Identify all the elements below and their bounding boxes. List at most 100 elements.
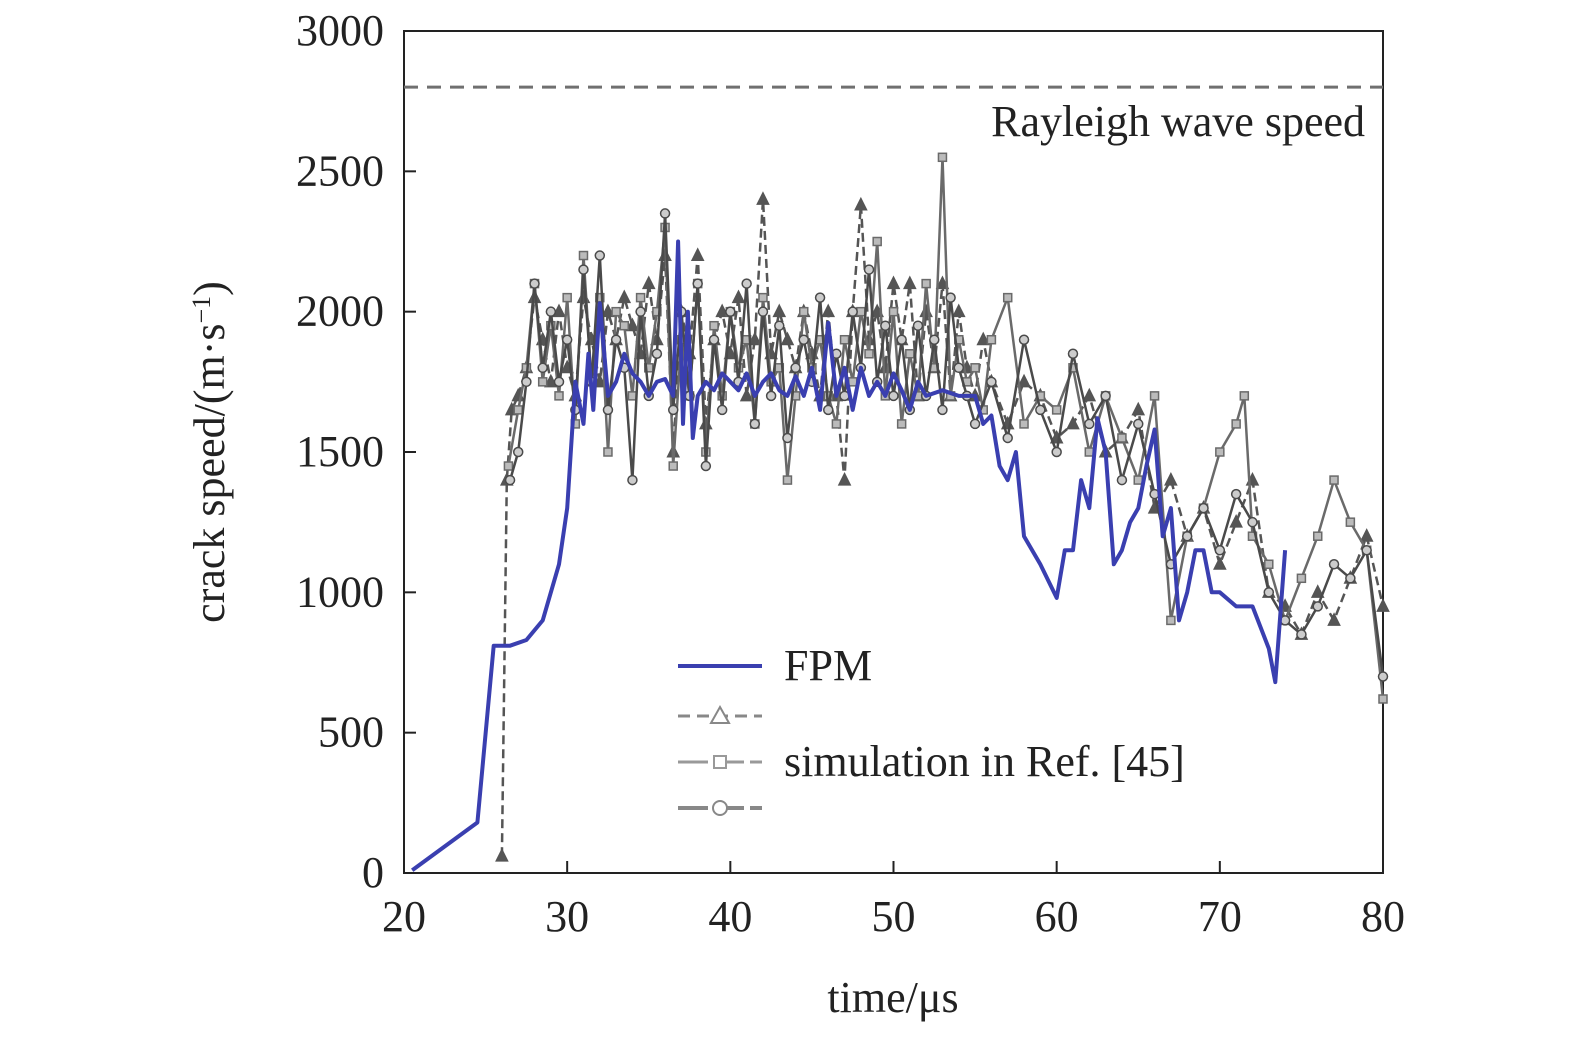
y-axis-label-close: ) — [185, 281, 234, 296]
data-point-triangle — [1310, 584, 1325, 598]
data-point-circle — [822, 404, 834, 416]
x-tick-label: 70 — [1198, 892, 1242, 941]
data-point-circle — [1067, 348, 1079, 360]
data-point-square — [799, 306, 809, 317]
x-axis-label: time/μs — [827, 973, 958, 1022]
data-point-triangle — [552, 303, 566, 318]
data-point-circle — [725, 306, 736, 317]
data-point-triangle — [1017, 373, 1031, 388]
data-point-triangle — [731, 289, 746, 304]
x-tick-label: 80 — [1361, 892, 1405, 941]
data-point-square — [1215, 447, 1225, 457]
data-point-square — [709, 320, 719, 331]
data-point-circle — [594, 250, 606, 261]
data-point-triangle — [1066, 415, 1080, 430]
data-point-circle — [1198, 502, 1209, 514]
data-point-triangle — [886, 275, 901, 290]
data-point-square — [513, 405, 523, 415]
data-point-circle — [578, 264, 589, 275]
data-point-circle — [1230, 488, 1242, 500]
data-point-circle — [986, 376, 997, 388]
data-point-square — [1329, 475, 1339, 485]
data-point-circle — [512, 446, 524, 458]
data-point-square — [1345, 517, 1356, 527]
data-point-circle — [790, 362, 801, 374]
data-point-circle — [553, 376, 565, 388]
data-point-triangle — [544, 373, 558, 388]
data-point-circle — [708, 334, 720, 345]
data-point-square — [896, 419, 907, 429]
data-point-circle — [1018, 334, 1030, 345]
data-point-square — [986, 334, 997, 345]
x-tick-label: 60 — [1035, 892, 1079, 941]
y-axis-label: crack speed/(m·s−1) — [185, 281, 234, 623]
y-tick-label: 1500 — [296, 427, 384, 476]
data-point-triangle — [1359, 528, 1374, 542]
data-point-circle — [1181, 530, 1193, 542]
data-point-square — [1296, 573, 1307, 584]
data-point-square — [1051, 405, 1062, 415]
data-point-circle — [782, 432, 793, 444]
data-point-circle — [1247, 516, 1258, 528]
data-point-triangle — [780, 331, 795, 346]
data-point-circle — [896, 334, 907, 345]
data-point-square — [537, 377, 548, 387]
data-point-triangle — [495, 848, 509, 862]
data-point-square — [847, 377, 858, 387]
data-point-square — [1378, 694, 1388, 704]
data-point-square — [1166, 615, 1176, 626]
x-tick-label: 40 — [708, 892, 752, 941]
data-point-square — [1019, 419, 1029, 429]
data-point-square — [1149, 391, 1160, 401]
data-point-triangle — [625, 317, 640, 332]
data-point-triangle — [641, 275, 656, 290]
series-line-0 — [411, 239, 1288, 872]
data-point-triangle — [739, 387, 754, 402]
data-point-square — [1312, 531, 1323, 541]
data-point-square — [668, 461, 678, 471]
data-point-triangle — [1131, 401, 1146, 416]
data-point-square — [905, 349, 915, 359]
legend: FPM simulation in Ref. [45] — [678, 641, 1185, 816]
series-layer — [411, 152, 1390, 872]
data-point-circle — [953, 362, 965, 374]
data-point-circle — [537, 362, 548, 374]
data-point-square — [603, 447, 613, 457]
data-point-circle — [1214, 544, 1226, 556]
data-point-square — [864, 349, 874, 359]
data-point-square — [856, 306, 866, 317]
y-tick-label: 2500 — [296, 146, 384, 195]
data-point-circle — [692, 278, 703, 289]
x-tick-label: 30 — [545, 892, 589, 941]
data-point-circle — [969, 418, 981, 430]
data-point-circle — [659, 208, 671, 219]
data-point-circle — [912, 320, 924, 331]
data-point-circle — [667, 404, 679, 416]
y-axis-label-main: crack speed/(m·s — [185, 324, 234, 623]
data-point-circle — [545, 306, 557, 317]
data-point-circle — [651, 348, 663, 360]
data-point-square — [831, 419, 842, 429]
data-point-circle — [880, 320, 891, 331]
data-point-square — [782, 475, 793, 485]
data-point-square — [562, 292, 572, 303]
data-point-circle — [765, 390, 777, 402]
data-point-circle — [774, 320, 785, 331]
data-point-square — [872, 236, 882, 247]
data-point-circle — [929, 334, 940, 345]
data-point-square — [503, 461, 514, 471]
data-point-circle — [741, 278, 752, 289]
data-point-circle — [1377, 671, 1389, 682]
data-point-square — [635, 292, 646, 303]
data-point-triangle — [935, 275, 950, 290]
data-point-square — [619, 320, 630, 331]
data-point-triangle — [1229, 514, 1243, 528]
data-point-circle — [700, 460, 712, 472]
data-point-triangle — [821, 303, 836, 318]
data-point-circle — [635, 306, 646, 317]
legend-circle-marker — [712, 800, 728, 816]
data-point-circle — [888, 390, 899, 402]
data-point-triangle — [976, 331, 991, 346]
x-tick-label: 50 — [872, 892, 916, 941]
data-point-circle — [610, 334, 622, 345]
